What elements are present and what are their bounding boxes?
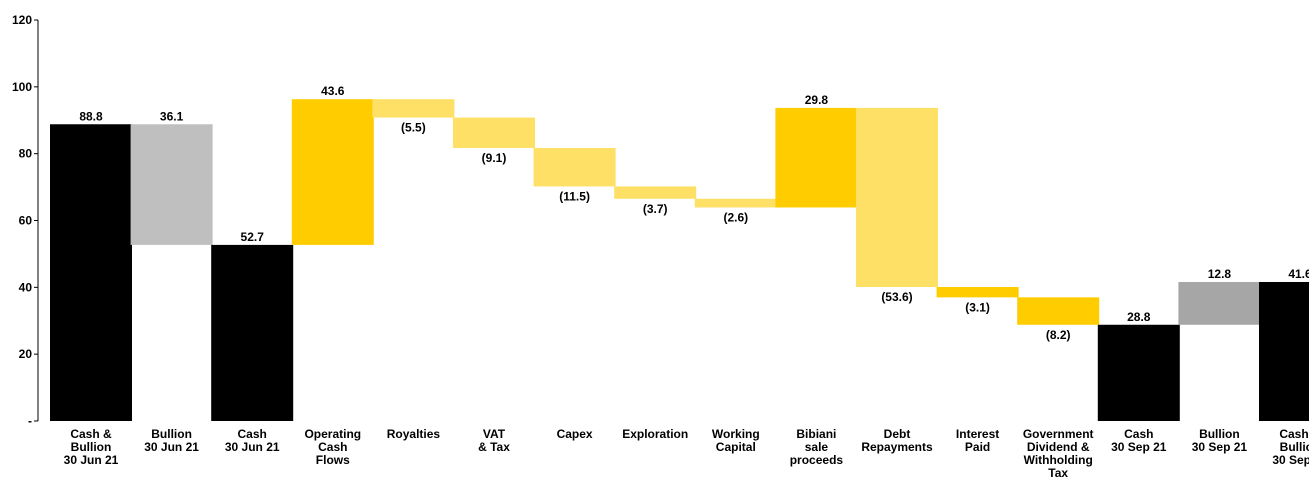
bar-value-label: 36.1 [160, 109, 184, 123]
bar-value-label: (3.1) [965, 300, 990, 314]
bar-value-label: (9.1) [482, 151, 507, 165]
bar-11 [936, 286, 1019, 298]
y-tick-label: 20 [19, 347, 33, 361]
category-labels-group: Cash & Bullion 30 Jun 21 Bullion 30 Jun 21 Ca… [64, 427, 1309, 480]
bar-value-label: 12.8 [1208, 267, 1232, 281]
category-label: Royalties [387, 427, 441, 441]
category-label: Bullion 30 Sep 21 [1192, 427, 1248, 454]
bar-value-label: (2.6) [723, 210, 748, 224]
category-label: Bibiani sale proceeds [790, 427, 844, 467]
bar-value-label: (53.6) [881, 290, 912, 304]
category-label: Capex [557, 427, 593, 441]
y-tick-label: - [28, 414, 32, 428]
bar-value-label: 43.6 [321, 84, 345, 98]
bar-5 [453, 117, 535, 148]
y-axis: - 20 40 60 80 100 120 [12, 13, 39, 428]
y-tick-label: 60 [19, 214, 33, 228]
bar-3 [291, 99, 374, 245]
bar-value-label: 29.8 [805, 93, 829, 107]
bar-value-label: 52.7 [241, 230, 265, 244]
category-label: Exploration [622, 427, 688, 441]
bar-10 [856, 107, 938, 287]
category-label: Operating Cash Flows [304, 427, 361, 467]
category-label: Cash 30 Sep 21 [1111, 427, 1167, 454]
y-tick-label: 40 [19, 280, 33, 294]
category-label: Cash & Bullion 30 Jun 21 [64, 427, 119, 467]
value-labels-group: 88.8 36.1 52.7 43.6 (5.5) (9.1) (11.5) (3.7) (2.… [79, 84, 1309, 342]
y-tick-label: 120 [12, 13, 32, 27]
bar-8 [694, 198, 777, 208]
bar-value-label: 41.6 [1288, 267, 1309, 281]
bar-value-label: 88.8 [79, 109, 103, 123]
y-tick-label: 100 [12, 80, 32, 94]
bar-value-label: 28.8 [1127, 310, 1151, 324]
bar-6 [533, 147, 616, 187]
bar-2 [211, 244, 294, 421]
bar-value-label: (8.2) [1046, 328, 1071, 342]
bar-value-label: (3.7) [643, 202, 668, 216]
category-label: Working Capital [712, 427, 760, 454]
category-label: Interest Paid [956, 427, 999, 454]
y-tick-label: 80 [19, 147, 33, 161]
bar-4 [372, 99, 455, 118]
category-label: Government Dividend & Withholding Tax [1023, 427, 1094, 480]
category-label: Cash 30 Jun 21 [225, 427, 280, 454]
category-label: Bullion 30 Jun 21 [144, 427, 199, 454]
bar-0 [50, 124, 132, 421]
category-label: VAT & Tax [478, 427, 510, 454]
bars-group [50, 99, 1309, 421]
bar-13 [1097, 324, 1180, 421]
bar-15 [1259, 281, 1309, 421]
bar-7 [614, 186, 697, 199]
bar-9 [775, 107, 858, 208]
bar-14 [1178, 281, 1261, 325]
category-label: Debt Repayments [861, 427, 933, 454]
bar-value-label: (11.5) [559, 189, 590, 203]
bar-12 [1017, 297, 1100, 325]
bar-value-label: (5.5) [401, 121, 426, 135]
bar-1 [130, 124, 213, 245]
